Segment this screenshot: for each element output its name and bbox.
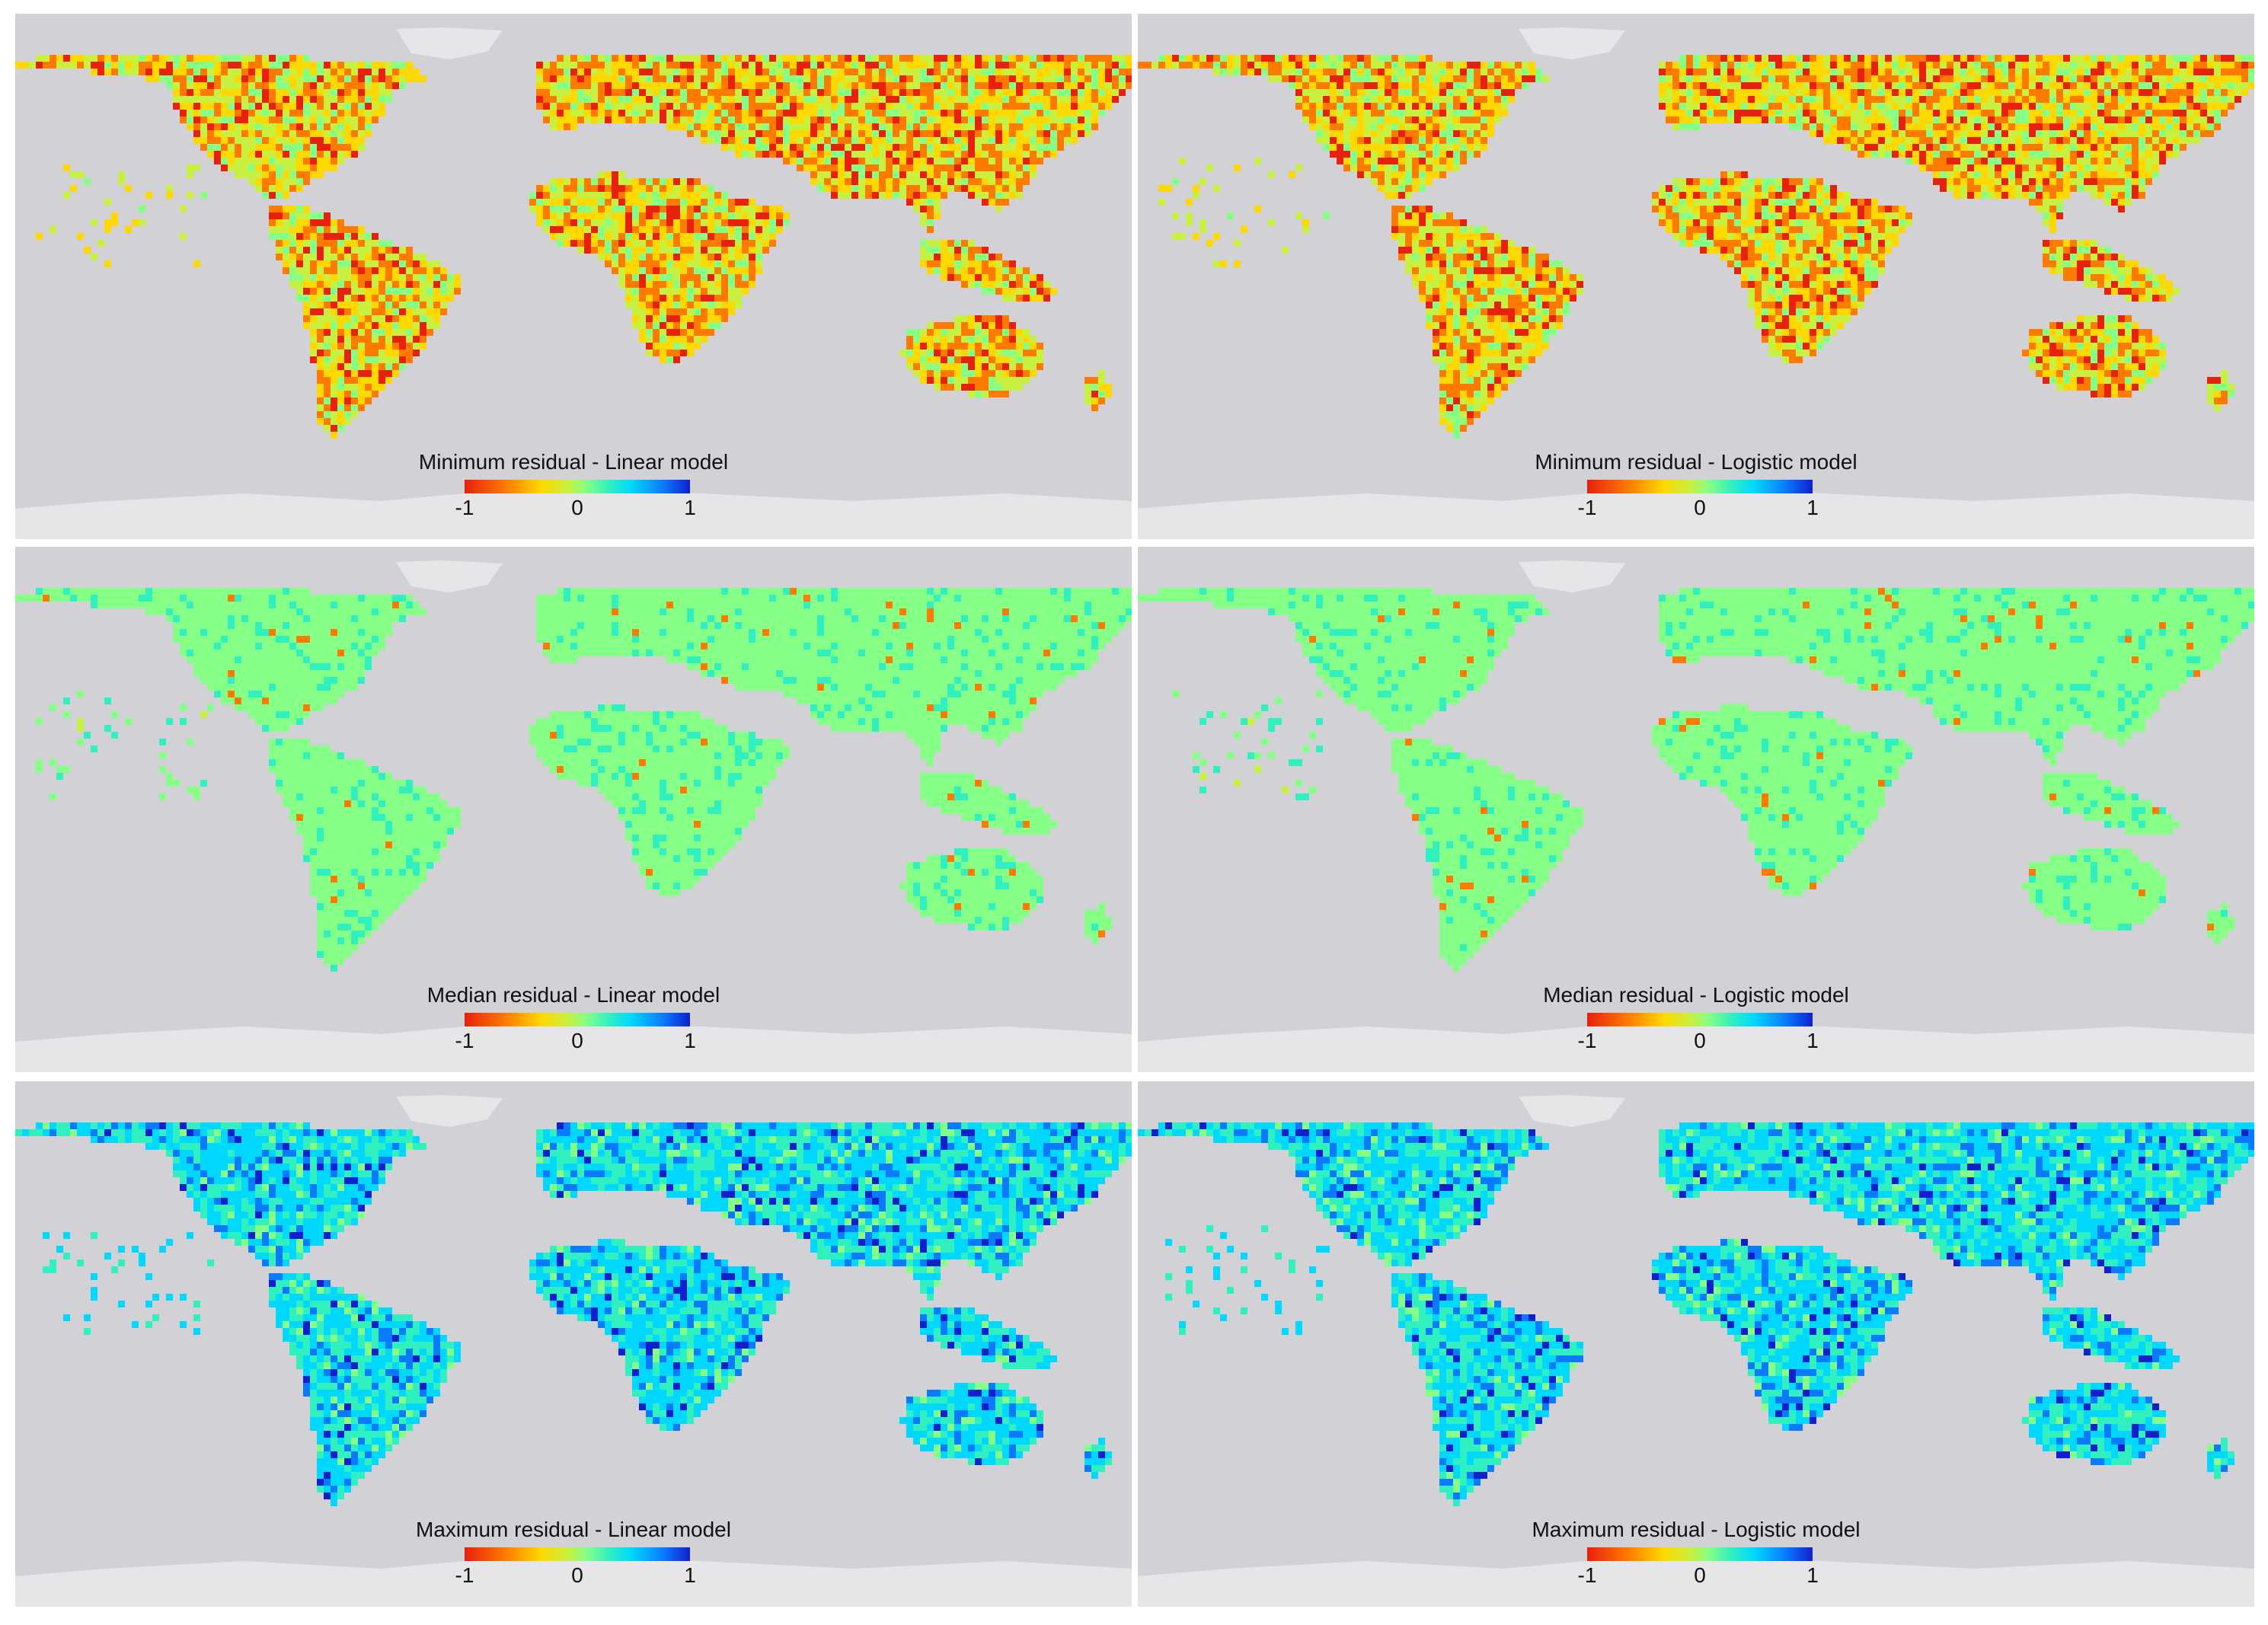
residual-cells xyxy=(15,55,1132,439)
panel-median-linear: Median residual - Linear model -1 0 1 xyxy=(15,547,1132,1072)
colorbar-tick-label: 0 xyxy=(1694,496,1706,519)
colorbar xyxy=(465,1013,690,1026)
residual-cells xyxy=(1138,1122,2254,1506)
residual-map xyxy=(1138,547,2254,1072)
colorbar-legend: Median residual - Linear model -1 0 1 xyxy=(15,982,1132,1066)
colorbar-tick-label: -1 xyxy=(455,1564,474,1587)
colorbar-tick-label: 0 xyxy=(571,1030,583,1052)
colorbar-tick-label: -1 xyxy=(455,496,474,519)
panel-min-linear: Minimum residual - Linear model -1 0 1 xyxy=(15,14,1132,539)
residual-cells xyxy=(1138,588,2254,972)
residual-cells xyxy=(1138,55,2254,439)
residual-map xyxy=(1138,14,2254,539)
colorbar xyxy=(1587,1547,1813,1561)
residual-map xyxy=(15,1081,1132,1607)
greenland-landmass xyxy=(396,560,503,592)
colorbar-tick-label: 1 xyxy=(1806,1030,1819,1052)
antarctica-landmass xyxy=(1138,1019,2254,1072)
antarctica-landmass xyxy=(15,486,1132,539)
panel-max-logistic: Maximum residual - Logistic model -1 0 1 xyxy=(1138,1081,2254,1607)
colorbar-tick-label: -1 xyxy=(1578,1030,1597,1052)
colorbar-legend: Minimum residual - Logistic model -1 0 1 xyxy=(1138,449,2254,533)
colorbar-tick-label: 0 xyxy=(1694,1564,1706,1587)
colorbar-legend: Maximum residual - Logistic model -1 0 1 xyxy=(1138,1517,2254,1601)
antarctica-landmass xyxy=(15,1553,1132,1607)
colorbar-tick-label: 0 xyxy=(1694,1030,1706,1052)
residual-map xyxy=(1138,1081,2254,1607)
legend-title: Minimum residual - Logistic model xyxy=(1138,449,2254,475)
antarctica-landmass xyxy=(1138,1553,2254,1607)
greenland-landmass xyxy=(1519,27,1625,59)
legend-title: Maximum residual - Logistic model xyxy=(1138,1517,2254,1543)
legend-title: Median residual - Linear model xyxy=(15,982,1132,1008)
residual-map xyxy=(15,547,1132,1072)
colorbar-tick-label: 1 xyxy=(1806,496,1819,519)
panel-max-linear: Maximum residual - Linear model -1 0 1 xyxy=(15,1081,1132,1607)
panel-min-logistic: Minimum residual - Logistic model -1 0 1 xyxy=(1138,14,2254,539)
antarctica-landmass xyxy=(15,1019,1132,1072)
greenland-landmass xyxy=(396,1095,503,1127)
colorbar-tick-label: 1 xyxy=(684,1564,696,1587)
antarctica-landmass xyxy=(1138,486,2254,539)
colorbar-tick-label: -1 xyxy=(455,1030,474,1052)
colorbar-tick-label: 0 xyxy=(571,496,583,519)
colorbar-tick-label: 1 xyxy=(684,1030,696,1052)
colorbar-tick-label: 1 xyxy=(684,496,696,519)
legend-title: Maximum residual - Linear model xyxy=(15,1517,1132,1543)
colorbar xyxy=(1587,1013,1813,1026)
legend-title: Minimum residual - Linear model xyxy=(15,449,1132,475)
colorbar-tick-label: -1 xyxy=(1578,496,1597,519)
colorbar-tick-label: 1 xyxy=(1806,1564,1819,1587)
colorbar-tick-label: 0 xyxy=(571,1564,583,1587)
colorbar-legend: Minimum residual - Linear model -1 0 1 xyxy=(15,449,1132,533)
greenland-landmass xyxy=(1519,1095,1625,1127)
residual-cells xyxy=(15,588,1132,972)
colorbar-legend: Maximum residual - Linear model -1 0 1 xyxy=(15,1517,1132,1601)
residual-map xyxy=(15,14,1132,539)
colorbar-legend: Median residual - Logistic model -1 0 1 xyxy=(1138,982,2254,1066)
greenland-landmass xyxy=(396,27,503,59)
colorbar xyxy=(1587,480,1813,493)
colorbar-tick-label: -1 xyxy=(1578,1564,1597,1587)
colorbar xyxy=(465,1547,690,1561)
greenland-landmass xyxy=(1519,560,1625,592)
panel-median-logistic: Median residual - Logistic model -1 0 1 xyxy=(1138,547,2254,1072)
colorbar xyxy=(465,480,690,493)
residual-cells xyxy=(15,1122,1132,1506)
legend-title: Median residual - Logistic model xyxy=(1138,982,2254,1008)
